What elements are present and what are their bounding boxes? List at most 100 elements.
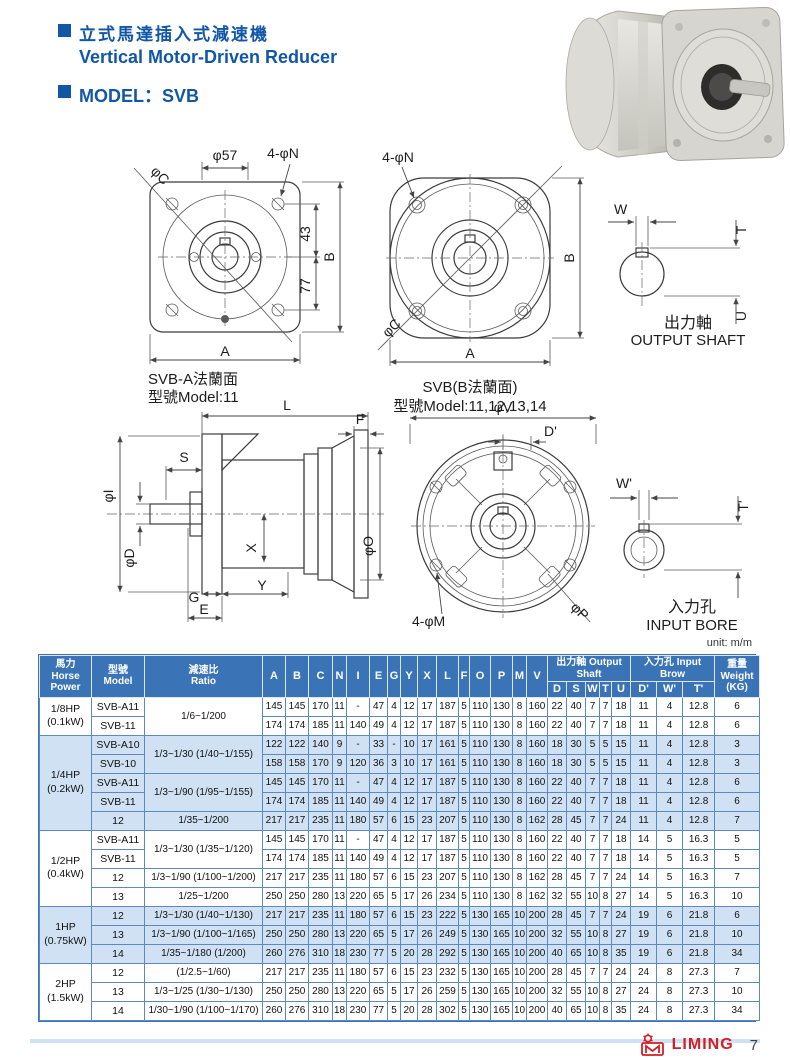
dim-label: φC bbox=[379, 315, 404, 340]
header-col-Y: Y bbox=[400, 655, 418, 698]
cell-value: 13 bbox=[332, 924, 347, 945]
bullet-square-icon bbox=[58, 85, 71, 98]
dim-label: 4-φM bbox=[412, 613, 445, 629]
cell-value: 36 bbox=[369, 753, 388, 774]
cell-value: 4 bbox=[656, 715, 684, 736]
cell-value: 145 bbox=[262, 696, 286, 717]
cell-value: 5 bbox=[714, 829, 761, 850]
header-input-bore: 入力孔 Input Brow bbox=[630, 655, 716, 682]
cell-value: 27.3 bbox=[682, 962, 716, 983]
cell-value: 65 bbox=[566, 1000, 586, 1021]
table-row: 12 1/3~1/90 (1/100~1/200) 217 217 235 11 180 57… bbox=[40, 867, 761, 888]
cell-value: 185 bbox=[308, 848, 333, 869]
cell-value: 8 bbox=[656, 1000, 684, 1021]
cell-ratio: 1/25~1/200 bbox=[144, 886, 263, 907]
header-col-G: G bbox=[387, 655, 401, 698]
cell-value: 10 bbox=[512, 924, 527, 945]
cell-horse-power: 1/8HP (0.1kW) bbox=[39, 696, 92, 736]
cell-value: 18 bbox=[610, 829, 632, 850]
cell-value: 180 bbox=[346, 962, 370, 983]
table-row: 1/8HP (0.1kW) SVB-A11 1/6~1/200 145 145 170 11… bbox=[39, 696, 761, 736]
cell-value: 4 bbox=[387, 715, 401, 736]
cell-value: 7 bbox=[599, 696, 612, 717]
cell-value: 130 bbox=[469, 905, 491, 926]
cell-value: 11 bbox=[630, 753, 658, 774]
cell-value: 33 bbox=[369, 734, 388, 755]
header-ratio: 減速比 Ratio bbox=[144, 655, 263, 698]
cell-value: 19 bbox=[630, 924, 658, 945]
cell-value: 8 bbox=[599, 924, 612, 945]
cell-value: 250 bbox=[262, 886, 286, 907]
cell-value: 4 bbox=[656, 810, 684, 831]
cell-value: 250 bbox=[262, 924, 286, 945]
cell-value: 5 bbox=[585, 753, 600, 774]
cell-value: 12 bbox=[400, 848, 418, 869]
cell-value: 187 bbox=[436, 772, 459, 793]
cell-horse-power: 2HP (1.5kW) bbox=[39, 962, 92, 1021]
cell-value: 11 bbox=[630, 791, 658, 812]
header-col-O: O bbox=[469, 655, 491, 698]
dim-label: 43 bbox=[297, 226, 313, 242]
cell-value: 110 bbox=[469, 734, 491, 755]
cell-value: 165 bbox=[490, 943, 513, 964]
cell-value: 5 bbox=[458, 753, 470, 774]
cell-value: 20 bbox=[400, 1000, 418, 1021]
cell-value: 12.8 bbox=[682, 753, 716, 774]
cell-value: 220 bbox=[346, 924, 370, 945]
cell-value: 24 bbox=[610, 962, 632, 983]
cell-value: 145 bbox=[262, 772, 286, 793]
cell-value: 4 bbox=[656, 753, 684, 774]
cell-value: 28 bbox=[547, 962, 567, 983]
header-col-B: B bbox=[285, 655, 309, 698]
cell-value: 11 bbox=[332, 962, 347, 983]
cell-value: 4 bbox=[387, 829, 401, 850]
dim-label: A bbox=[220, 343, 230, 359]
table-row: 1/2HP (0.4kW) SVB-A11 1/3~1/30 (1/35~1/120… bbox=[39, 829, 761, 907]
cell-value: 57 bbox=[369, 905, 388, 926]
cell-value: - bbox=[346, 829, 370, 850]
cell-value: 140 bbox=[308, 734, 333, 755]
cell-value: 17 bbox=[400, 981, 418, 1002]
header-subcol: D' bbox=[630, 681, 658, 698]
cell-value: 18 bbox=[610, 791, 632, 812]
cell-value: 27.3 bbox=[682, 1000, 716, 1021]
cell-value: 6 bbox=[714, 772, 761, 793]
cell-value: 7 bbox=[585, 867, 600, 888]
cell-value: 250 bbox=[285, 886, 309, 907]
cell-value: 217 bbox=[285, 810, 309, 831]
cell-value: 11 bbox=[332, 848, 347, 869]
dim-label: φP bbox=[568, 599, 592, 623]
cell-value: 7 bbox=[585, 962, 600, 983]
cell-value: 165 bbox=[490, 962, 513, 983]
cell-value: 187 bbox=[436, 791, 459, 812]
cell-ratio: 1/30~1/90 (1/100~1/170) bbox=[144, 1000, 263, 1021]
dim-label: E bbox=[199, 601, 208, 617]
cell-value: 7 bbox=[585, 715, 600, 736]
cell-value: 6 bbox=[714, 905, 761, 926]
cell-value: 23 bbox=[417, 962, 437, 983]
cell-horse-power: 1/4HP (0.2kW) bbox=[39, 734, 92, 831]
cell-value: 235 bbox=[308, 962, 333, 983]
cell-value: 5 bbox=[387, 981, 401, 1002]
cell-value: 5 bbox=[585, 734, 600, 755]
cell-value: 32 bbox=[547, 924, 567, 945]
header-col-F: F bbox=[458, 655, 470, 698]
cell-value: 5 bbox=[458, 924, 470, 945]
cell-value: 200 bbox=[526, 1000, 548, 1021]
cell-value: 10 bbox=[585, 924, 600, 945]
cell-value: 65 bbox=[369, 886, 388, 907]
cell-value: 27 bbox=[610, 886, 632, 907]
cell-value: 27 bbox=[610, 981, 632, 1002]
cell-value: 130 bbox=[490, 753, 513, 774]
table-row: 14 1/35~1/180 (1/200) 260 276 310 18 230 77 5 20 2… bbox=[40, 943, 761, 964]
cell-value: 11 bbox=[630, 810, 658, 831]
cell-value: 10 bbox=[585, 886, 600, 907]
header-subcol: W' bbox=[656, 681, 684, 698]
cell-value: 10 bbox=[714, 981, 761, 1002]
cell-value: 13 bbox=[332, 886, 347, 907]
cell-value: 5 bbox=[656, 867, 684, 888]
cell-value: 5 bbox=[387, 1000, 401, 1021]
cell-value: 5 bbox=[458, 886, 470, 907]
cell-value: 24 bbox=[610, 905, 632, 926]
cell-value: 7 bbox=[585, 810, 600, 831]
